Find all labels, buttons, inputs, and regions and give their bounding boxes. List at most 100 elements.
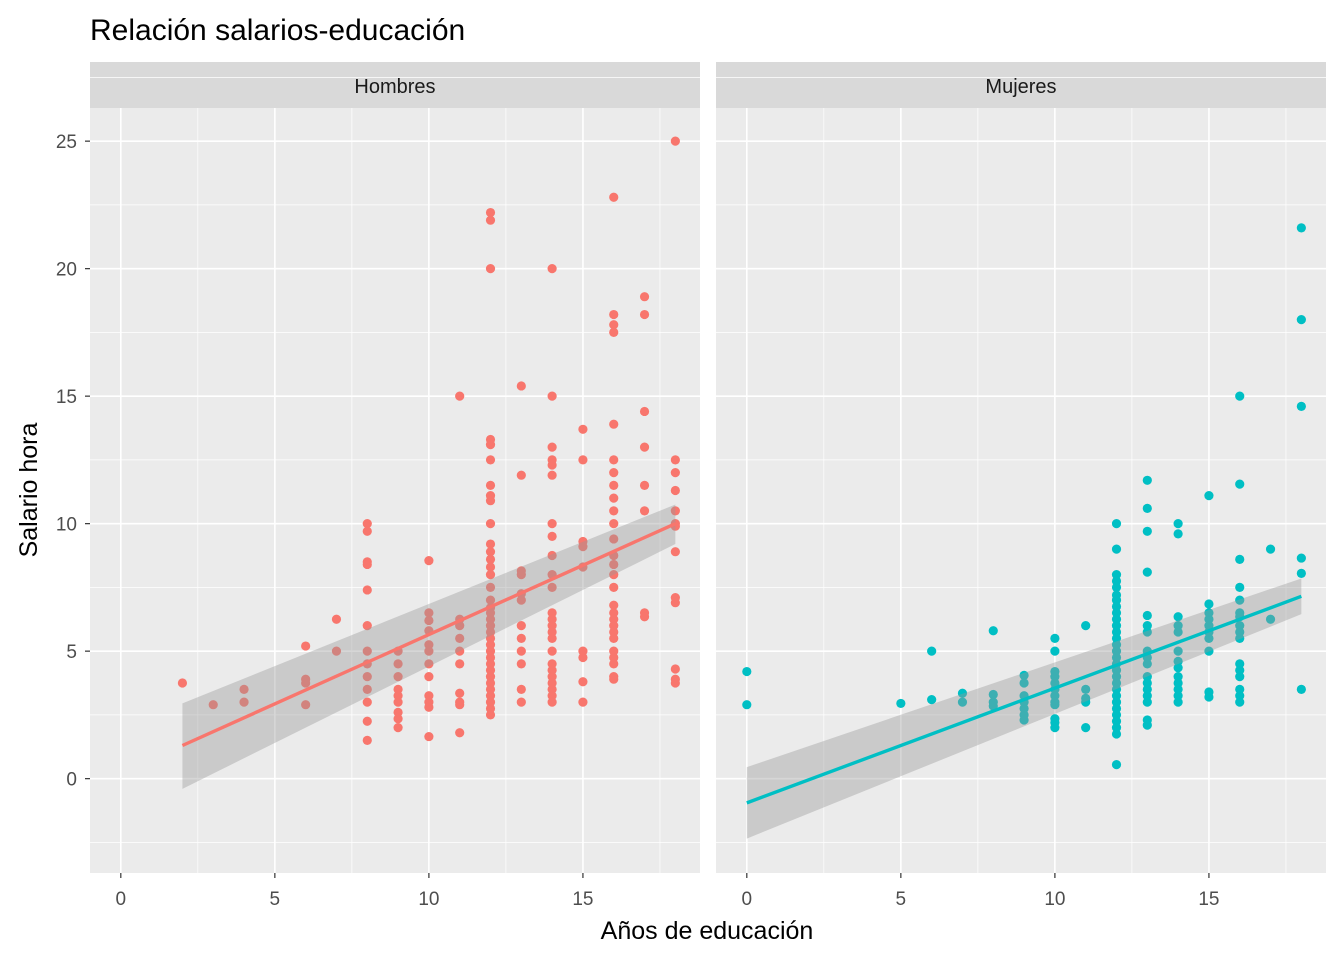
data-point [609,608,619,618]
data-point [609,570,619,580]
points-mujeres [742,223,1306,770]
data-point [516,659,526,669]
data-point [485,608,496,618]
facet-strip-label: Mujeres [985,76,1056,98]
data-point [1111,627,1122,637]
data-point [547,684,557,695]
x-tick-label: 10 [418,889,439,910]
data-point [547,678,557,688]
data-point [208,700,218,710]
data-point [424,659,434,669]
data-point [609,559,619,570]
data-point [988,689,998,700]
data-point [547,614,557,624]
data-point [485,614,496,624]
data-point [609,627,619,637]
points-hombres [177,136,680,746]
data-point [609,506,619,516]
data-point [1111,582,1122,593]
data-point [609,480,619,490]
data-point [547,470,557,480]
data-point [670,485,680,496]
data-point [1050,646,1060,656]
data-point [547,691,557,701]
data-point [1111,595,1122,605]
data-point [578,677,588,687]
data-point [1142,691,1152,701]
data-point [609,646,619,656]
data-point [1142,672,1152,682]
data-point [639,480,650,490]
regression-line [181,522,677,748]
data-point [670,678,680,688]
data-point [485,646,496,656]
data-point [1111,640,1122,650]
data-point [1296,553,1306,563]
data-point [1235,665,1245,675]
data-point [609,419,619,429]
data-point [393,684,403,695]
data-point [927,646,937,656]
data-point [1142,621,1152,631]
data-point [1204,608,1214,618]
data-point [1204,692,1214,702]
data-point [516,470,526,480]
data-point [362,697,372,707]
data-point [1235,659,1245,669]
data-point [1142,697,1152,707]
data-point [424,672,434,682]
data-point [1050,678,1060,688]
data-point [455,688,465,698]
data-point [957,688,968,698]
data-point [547,582,557,593]
y-axis-title: Salario hora [15,423,43,558]
data-point [670,455,680,465]
data-point [1081,684,1091,695]
data-point [485,652,496,663]
data-point [1173,529,1183,539]
facet-panels: Hombres 0 5 10 15 0 5 10 15 20 25 Mujeres 0 5 10 15 [56,62,1326,910]
data-point [393,672,403,682]
data-point [455,700,465,710]
data-point [1142,678,1152,688]
data-point [485,562,496,572]
data-point [301,641,311,651]
data-point [1050,691,1060,701]
data-point [1111,703,1122,714]
data-point [362,585,372,595]
data-point [547,391,557,401]
y-tick-label: 5 [66,642,77,663]
data-point [957,697,968,707]
data-point [639,442,650,452]
data-point [455,391,465,401]
data-point [485,659,496,669]
data-point [485,519,496,529]
data-point [485,697,496,707]
data-point [1142,720,1152,730]
x-tick-label: 15 [1198,889,1219,910]
data-point [516,621,526,631]
data-point [1081,697,1091,707]
y-tick-label: 25 [56,132,77,153]
data-point [896,698,906,709]
data-point [424,731,434,742]
data-point [362,621,372,631]
data-point [485,633,496,644]
data-point [424,556,434,566]
data-point [485,684,496,695]
data-point [424,702,434,712]
data-point [424,646,434,656]
data-point [609,652,619,663]
facet-hombres: Hombres 0 5 10 15 0 5 10 15 20 25 [56,62,700,910]
data-point [609,534,619,544]
data-point [1111,576,1122,586]
data-point [485,672,496,682]
data-point [1142,659,1152,669]
data-point [485,665,496,675]
data-point [1173,678,1183,688]
data-point [1204,599,1214,609]
data-point [578,542,588,552]
data-point [670,468,680,478]
data-point [609,455,619,465]
data-point [1050,700,1060,710]
